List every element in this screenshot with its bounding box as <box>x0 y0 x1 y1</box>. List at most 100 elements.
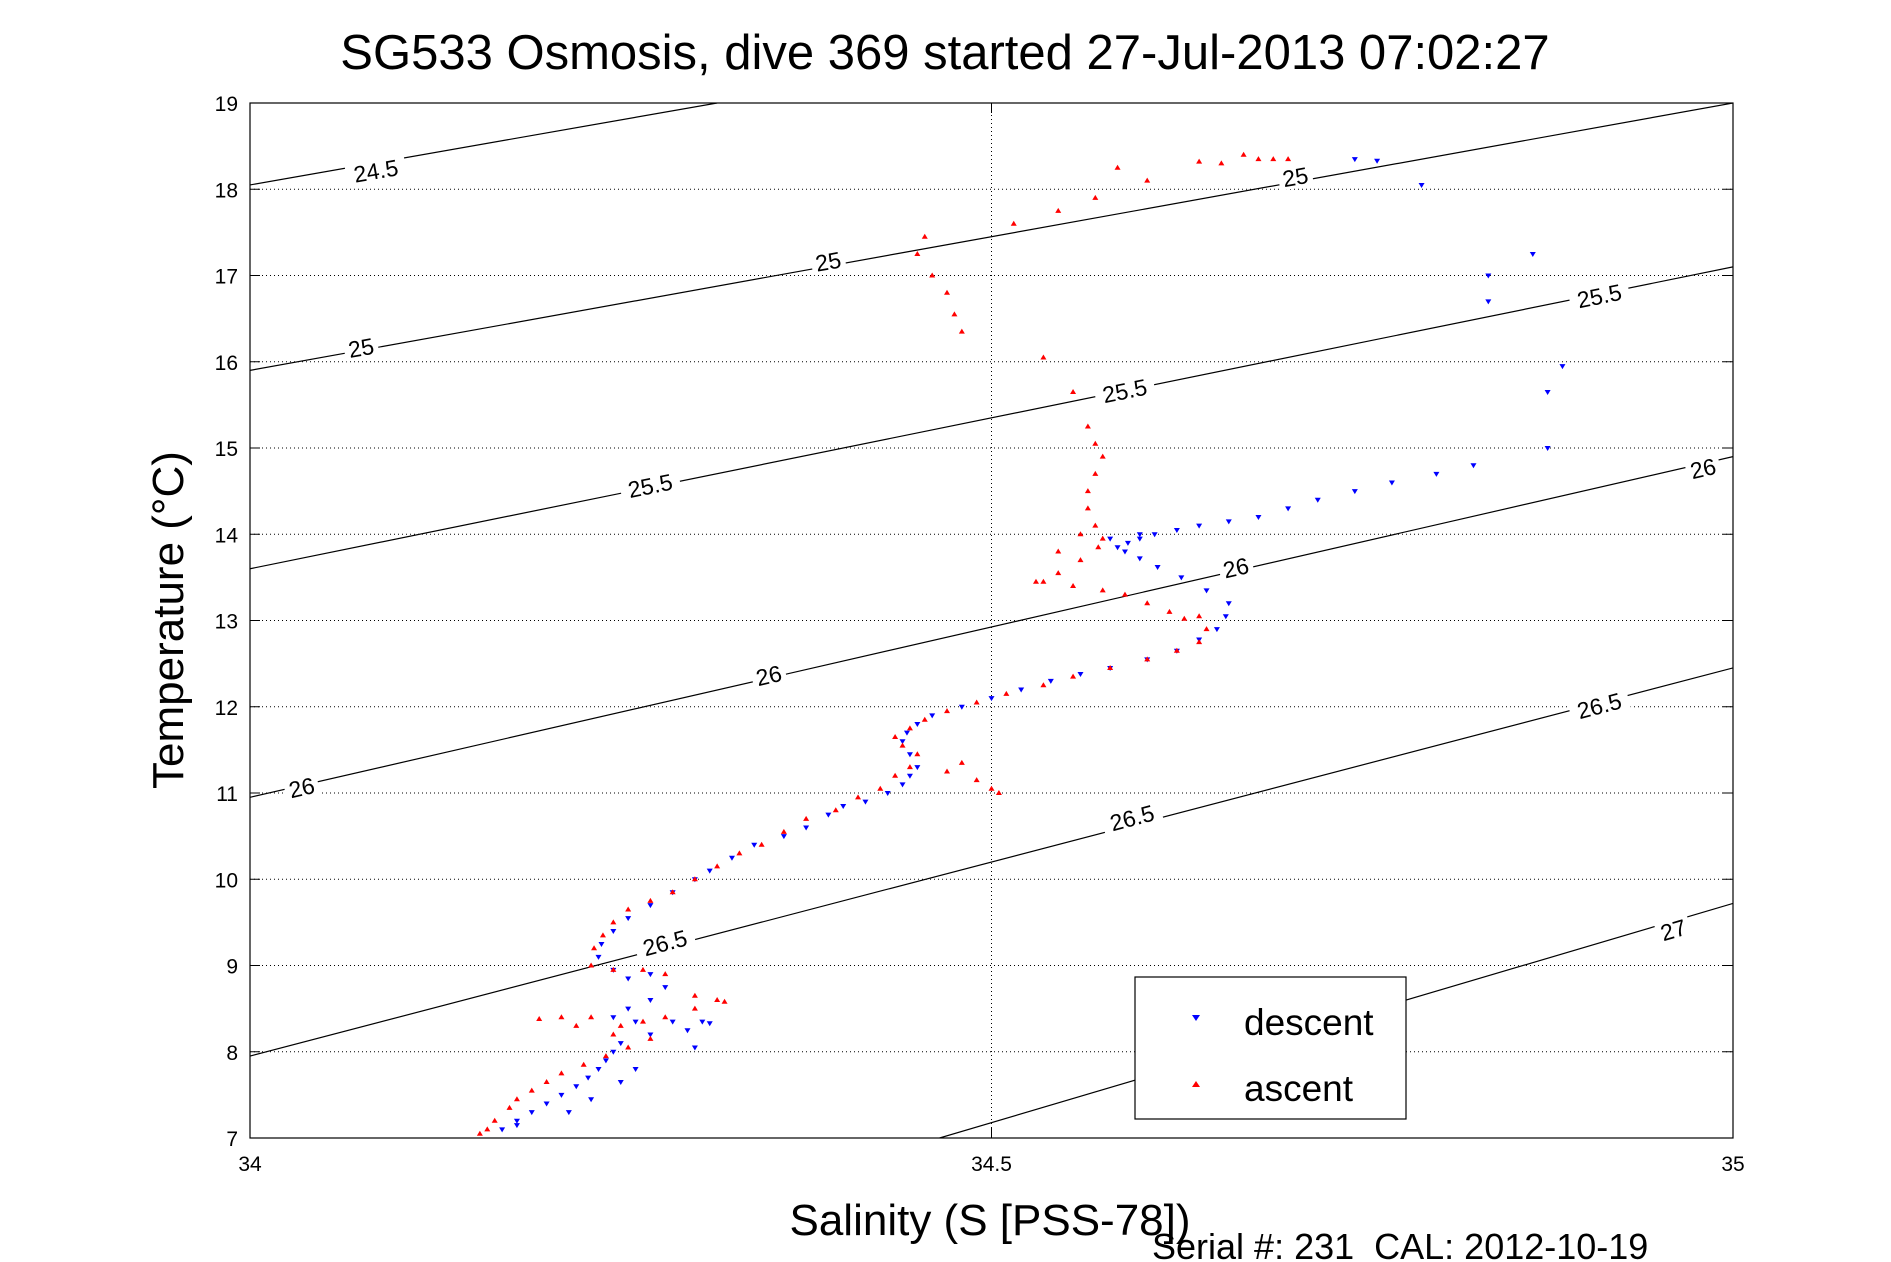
data-point-ascent <box>513 1096 520 1102</box>
data-point-descent <box>1314 497 1321 503</box>
data-point-ascent <box>832 807 839 813</box>
data-point-ascent <box>491 1117 498 1123</box>
data-point-descent <box>1351 157 1358 163</box>
data-point-descent <box>899 782 906 788</box>
data-point-ascent <box>1144 656 1151 662</box>
grid <box>250 103 1733 1138</box>
contour-label-bg <box>1566 685 1632 725</box>
data-point-descent <box>958 704 965 710</box>
data-point-descent <box>1173 527 1180 533</box>
data-point-ascent <box>691 1005 698 1011</box>
contour-line-25.5 <box>250 266 1733 570</box>
data-point-descent <box>598 941 605 947</box>
data-point-ascent <box>958 759 965 765</box>
data-point-ascent <box>536 1015 543 1021</box>
contour-label-bg <box>749 659 788 691</box>
data-point-ascent <box>973 777 980 783</box>
data-point-ascent <box>1040 682 1047 688</box>
data-point-ascent <box>1240 151 1247 157</box>
y-tick-label: 11 <box>216 783 238 806</box>
data-point-descent <box>706 868 713 874</box>
data-point-ascent <box>973 699 980 705</box>
data-point-ascent <box>1099 587 1106 593</box>
data-point-ascent <box>914 751 921 757</box>
data-point-descent <box>988 696 995 702</box>
data-point-descent <box>625 976 632 982</box>
axes: 34 34.5 35 7 8 9 10 11 12 13 14 15 16 17 18 19 <box>215 93 1745 1176</box>
data-point-descent <box>1047 678 1054 684</box>
y-tick-label: 7 <box>226 1128 238 1151</box>
data-point-descent <box>1225 519 1232 525</box>
contour-label-bg <box>1216 551 1256 583</box>
data-point-ascent <box>662 971 669 977</box>
data-point-descent <box>610 929 617 934</box>
data-point-descent <box>617 1079 624 1085</box>
y-tick-label: 13 <box>215 611 238 634</box>
data-point-ascent <box>669 889 676 895</box>
y-tick-label: 10 <box>215 869 238 892</box>
data-point-ascent <box>906 764 913 770</box>
contour-label-26: 26 <box>1688 453 1719 484</box>
data-point-descent <box>1154 565 1161 571</box>
data-point-descent <box>684 1028 691 1034</box>
data-point-descent <box>558 1092 565 1098</box>
y-tick-label: 12 <box>215 697 238 720</box>
legend-marker-ascent <box>1192 1081 1200 1087</box>
data-point-ascent <box>543 1078 550 1084</box>
data-point-ascent <box>599 932 606 938</box>
contour-label-bg <box>1099 797 1164 837</box>
data-point-descent <box>1485 273 1492 279</box>
x-axis-label: Salinity (S [PSS-78]) <box>789 1196 1190 1245</box>
data-point-descent <box>513 1123 520 1129</box>
data-point-descent <box>728 855 735 861</box>
data-point-ascent <box>1092 194 1099 200</box>
data-point-descent <box>914 722 921 727</box>
chart-title: SG533 Osmosis, dive 369 started 27-Jul-2… <box>340 26 1549 80</box>
data-point-descent <box>1433 471 1440 477</box>
data-point-ascent <box>1173 647 1180 653</box>
data-point-ascent <box>929 272 936 278</box>
contour-label-25: 25 <box>346 333 376 363</box>
data-point-descent <box>1151 532 1158 538</box>
data-point-ascent <box>1055 207 1062 213</box>
data-point-descent <box>1485 299 1492 305</box>
data-point-ascent <box>1077 557 1084 563</box>
data-point-ascent <box>714 863 721 869</box>
contour-line-25 <box>250 103 1733 371</box>
data-point-descent <box>840 803 847 809</box>
data-point-ascent <box>758 841 765 847</box>
data-point-descent <box>780 834 787 840</box>
data-point-ascent <box>1144 600 1151 606</box>
x-tick-label: 35 <box>1721 1153 1744 1176</box>
data-point-ascent <box>1285 156 1292 162</box>
data-point-ascent <box>1107 664 1114 670</box>
contour-label-bg <box>618 467 682 503</box>
contour-label-bg <box>1567 277 1631 313</box>
data-point-ascent <box>484 1126 491 1132</box>
data-point-ascent <box>921 716 928 722</box>
data-point-ascent <box>558 1014 565 1020</box>
data-point-ascent <box>1095 544 1102 550</box>
data-point-ascent <box>1084 488 1091 494</box>
data-point-ascent <box>855 794 862 800</box>
data-point-descent <box>914 765 921 771</box>
data-point-descent <box>862 799 869 805</box>
contour-label-26: 26 <box>1221 552 1252 583</box>
data-point-descent <box>610 1049 617 1055</box>
data-point-ascent <box>780 828 787 834</box>
data-point-descent <box>610 1015 617 1021</box>
data-point-ascent <box>588 1014 595 1020</box>
data-point-ascent <box>921 233 928 239</box>
data-point-descent <box>899 739 906 745</box>
data-point-ascent <box>944 768 951 774</box>
data-point-ascent <box>1055 548 1062 554</box>
data-point-descent <box>1077 671 1084 677</box>
data-point-descent <box>803 825 810 831</box>
contour-label-25: 25 <box>1280 162 1310 192</box>
data-point-descent <box>625 916 632 922</box>
data-point-ascent <box>1196 639 1203 645</box>
data-point-ascent <box>1070 673 1077 679</box>
data-point-descent <box>585 1075 592 1081</box>
data-point-descent <box>1544 389 1551 395</box>
